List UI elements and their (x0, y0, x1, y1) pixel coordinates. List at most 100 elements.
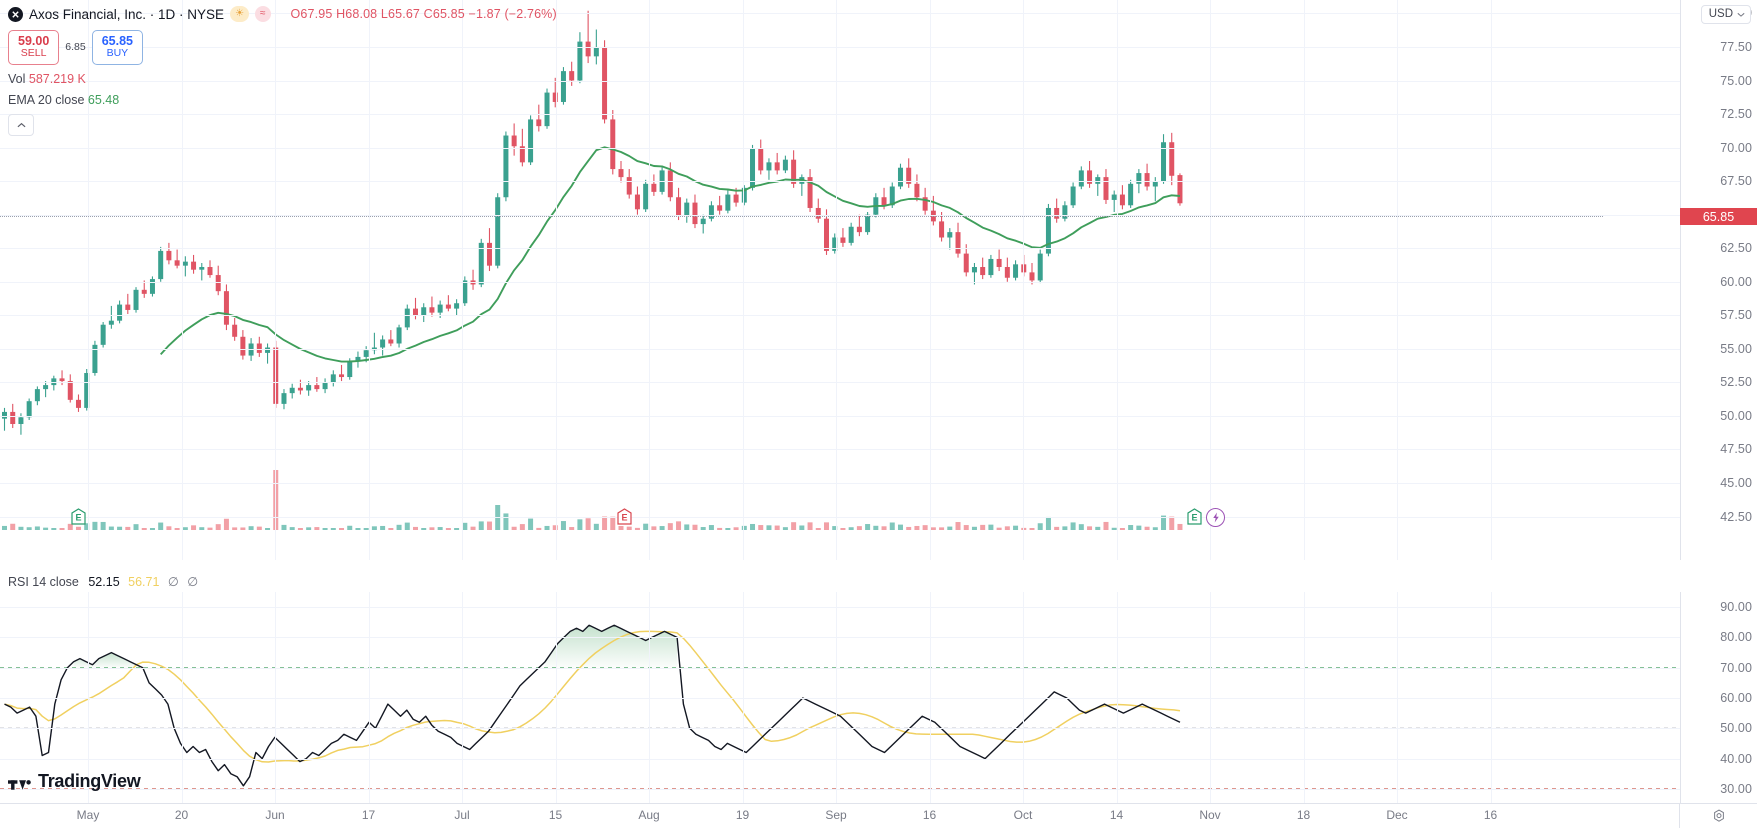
volume-value: 587.219 K (28, 71, 86, 86)
price-axis-label: 67.50 (1720, 174, 1752, 189)
svg-text:E: E (1191, 512, 1197, 522)
price-axis-label: 50.00 (1720, 408, 1752, 423)
price-axis-label: 42.50 (1720, 509, 1752, 524)
sell-label: SELL (20, 47, 47, 59)
time-axis-label: 18 (1296, 808, 1311, 822)
gridline (368, 0, 370, 560)
gridline (0, 281, 1680, 283)
gridline (0, 348, 1680, 350)
symbol-logo-icon (8, 6, 23, 22)
gridline (0, 607, 1680, 609)
gridline (1303, 0, 1305, 560)
time-axis-label: 14 (1109, 808, 1124, 822)
buy-label: BUY (106, 47, 129, 59)
ema-indicator-legend[interactable]: EMA 20 close 65.48 (8, 93, 557, 107)
chart-legend: Axos Financial, Inc. · 1D · NYSE ☀ ≈ O67… (8, 4, 557, 136)
price-axis-label: 47.50 (1720, 442, 1752, 457)
price-axis-label: 75.00 (1720, 73, 1752, 88)
earnings-marker-1[interactable]: E (71, 508, 86, 525)
gridline (181, 0, 183, 560)
rsi-axis-label: 70.00 (1720, 660, 1752, 675)
settings-gear-icon (1712, 809, 1726, 823)
symbol-title[interactable]: Axos Financial, Inc. · 1D · NYSE (29, 6, 225, 22)
time-axis[interactable]: May 20 Jun 17 Jul 15 Aug 19 Sep 16 Oct 14 Nov 18 Dec 16 (0, 803, 1680, 828)
rsi-axis-label: 60.00 (1720, 691, 1752, 705)
gridline (0, 80, 1680, 82)
gridline (1023, 0, 1024, 560)
ema-label: EMA 20 close (8, 92, 85, 107)
gridline (555, 0, 557, 560)
current-price-badge: 65.85 (1680, 208, 1757, 225)
price-axis-label: 55.00 (1720, 341, 1752, 356)
time-axis-label: Jun (265, 808, 285, 822)
adjustment-wave-icon[interactable]: ≈ (255, 6, 271, 22)
earnings-marker-2[interactable]: E (617, 508, 632, 525)
tradingview-watermark: TradingView (8, 771, 141, 792)
chart-settings-button[interactable] (1679, 803, 1757, 828)
gridline (0, 637, 1680, 639)
time-axis-label: 17 (361, 808, 376, 822)
gridline (742, 0, 744, 560)
price-axis-label: 72.50 (1720, 107, 1752, 122)
rsi-axis-label: 50.00 (1720, 721, 1752, 736)
gridline (462, 0, 463, 560)
rsi-legend[interactable]: RSI 14 close 52.15 56.71 ∅ ∅ (8, 574, 198, 589)
earnings-marker-3[interactable]: E (1187, 508, 1202, 525)
volume-indicator-legend[interactable]: Vol 587.219 K (8, 72, 557, 86)
time-axis-label: 19 (735, 808, 750, 822)
gridline (0, 698, 1680, 699)
gridline (0, 46, 1680, 48)
price-axis-label: 52.50 (1720, 375, 1752, 390)
price-axis-label: 60.00 (1720, 274, 1752, 289)
price-axis[interactable]: 80.0077.5075.0072.5070.0067.5065.0062.50… (1680, 0, 1757, 560)
rsi-axis-label: 80.00 (1720, 630, 1752, 645)
volume-label: Vol (8, 71, 26, 86)
sell-button[interactable]: 59.00 SELL (8, 30, 60, 65)
gridline (0, 181, 1680, 183)
spread-value: 6.85 (65, 41, 86, 54)
price-pane[interactable] (0, 0, 1680, 560)
current-price-line (0, 216, 1603, 217)
session-sun-icon[interactable]: ☀ (230, 6, 250, 22)
rsi-axis-label: 40.00 (1720, 751, 1752, 766)
time-axis-label: Aug (638, 808, 660, 822)
time-axis-label: Dec (1386, 808, 1408, 822)
gridline (0, 248, 1680, 250)
ema-value: 65.48 (87, 92, 120, 107)
tradingview-logo-icon (8, 774, 32, 790)
gridline (275, 0, 276, 560)
time-axis-label: Sep (825, 808, 847, 822)
watermark-text: TradingView (38, 771, 141, 791)
rsi-axis[interactable]: 90.00 80.00 70.00 60.00 50.00 40.00 30.00 (1680, 592, 1757, 804)
currency-selector[interactable]: USD (1700, 5, 1751, 24)
gridline (0, 315, 1680, 317)
sell-price: 59.00 (18, 34, 50, 48)
rsi-empty-1: ∅ (167, 575, 179, 589)
gridline (929, 0, 931, 560)
time-axis-label: 16 (1483, 808, 1498, 822)
rsi-title: RSI 14 close (8, 575, 79, 589)
svg-text:E: E (621, 512, 627, 522)
rsi-axis-label: 30.00 (1720, 781, 1752, 796)
buy-price: 65.85 (101, 34, 133, 48)
time-axis-label: Oct (1013, 808, 1033, 822)
time-axis-label: 16 (922, 808, 937, 822)
buy-sell-widget: 59.00 SELL 6.85 65.85 BUY (8, 30, 557, 65)
gridline (0, 382, 1680, 384)
gridline (0, 483, 1680, 485)
rsi-pane[interactable] (0, 592, 1680, 804)
rsi-value: 52.15 (88, 575, 120, 589)
flash-event-marker[interactable] (1206, 508, 1225, 527)
gridline (1116, 0, 1118, 560)
price-axis-label: 45.00 (1720, 476, 1752, 491)
buy-button[interactable]: 65.85 BUY (91, 30, 143, 65)
time-axis-label: 15 (548, 808, 563, 822)
gridline (1490, 0, 1492, 560)
chevron-up-icon[interactable] (8, 113, 34, 136)
gridline (0, 449, 1680, 451)
rsi-empty-2: ∅ (187, 575, 199, 589)
gridline (0, 415, 1680, 417)
time-axis-label: 20 (174, 808, 189, 822)
gridline (0, 758, 1680, 760)
gridline (0, 516, 1680, 518)
